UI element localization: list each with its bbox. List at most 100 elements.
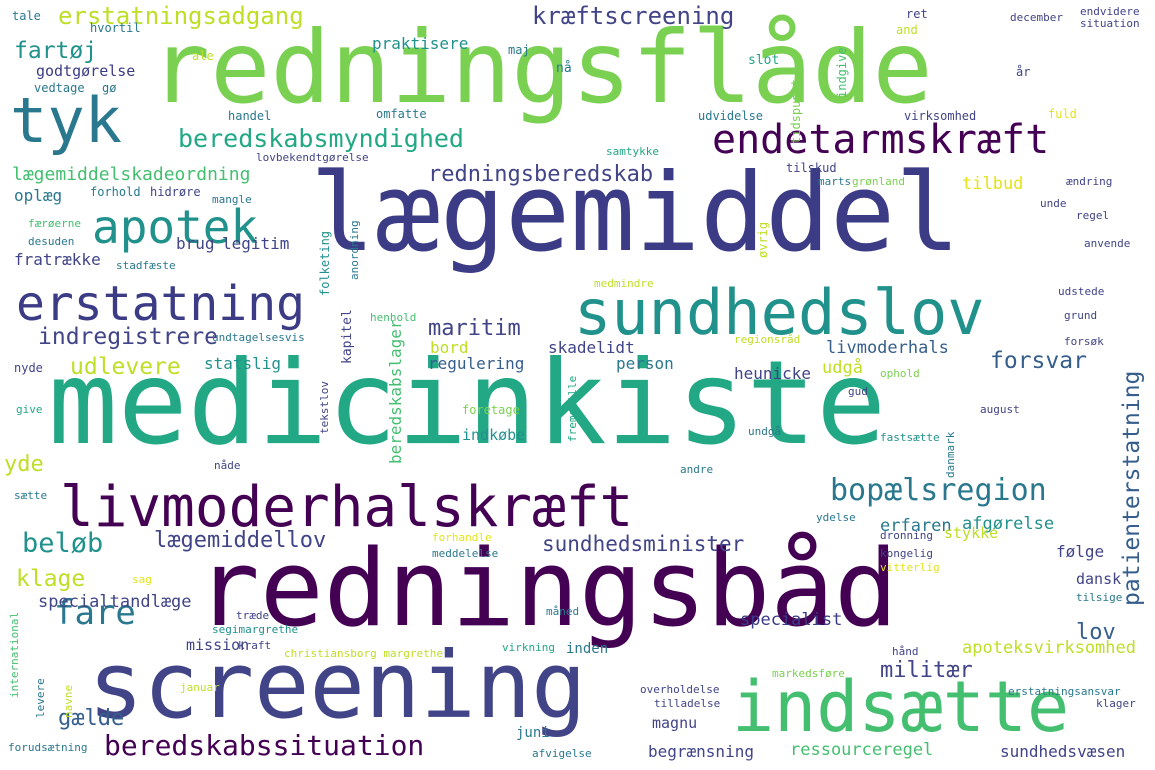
word: erfaren [880,516,952,536]
word: udgå [822,358,863,378]
word: begrænsning [648,742,754,761]
word: regulering [428,354,525,373]
word: markedsføre [772,667,845,680]
word: erstatningsansvar [1008,685,1121,698]
word: indsætte [732,666,1070,748]
word: stykke [944,524,999,542]
word: endetarmskræft [712,117,1050,163]
word: livmoderhalskræft [60,475,634,540]
word: mangle [212,193,252,206]
word: brug [176,234,215,253]
word: august [980,403,1020,416]
word: meddelelse [432,547,499,560]
word: specialist [740,610,843,630]
word: medmindre [594,277,654,290]
word: samtykke [606,145,659,158]
word: afgørelse [962,514,1055,534]
word: christiansborg margrethe [284,647,443,660]
word: praktisere [372,34,469,53]
word: situation [1080,17,1140,30]
word: nå [556,61,572,76]
word: medicinkiste [48,336,887,471]
word: redningsbåd [196,527,898,650]
word: ophold [880,367,920,380]
word: anordning [348,220,361,280]
word: udstede [1058,285,1105,298]
word: tilbud [962,174,1024,194]
word: fremstille [566,375,579,442]
word: indgive [835,47,849,98]
word: kræftscreening [532,2,735,30]
word: sundhedsvæsen [1000,742,1126,761]
word: fuld [1048,107,1077,121]
word: dronning [880,529,933,542]
word: mission [186,636,250,654]
word: marts [818,175,852,188]
word: ret [906,7,928,21]
word: maritim [428,316,521,341]
word: danmark [944,431,957,478]
word: bord [430,338,469,357]
word: foretage [462,403,520,417]
word: endvidere [1080,5,1140,18]
word: ydelse [816,511,856,524]
word: gud [848,385,868,398]
word: beredskabssituation [104,729,425,762]
word: inden [566,641,609,657]
word: segimargrethe [212,623,299,636]
word: person [616,354,674,373]
word: bopælsregion [830,473,1047,508]
word: nyde [14,361,43,375]
word: afvigelse [532,747,592,760]
word: ressourceregel [790,740,934,760]
word: skadelidt [548,338,635,357]
word: desuden [28,235,75,248]
word: statslig [204,354,282,373]
word: handel [228,109,272,123]
word: nåde [214,459,241,472]
word: tilladelse [654,697,721,710]
word: undtagelsesvis [212,331,305,344]
word: tilskud [786,161,837,175]
word: forhold [90,185,141,199]
word: unde [1040,197,1067,210]
word: udlevere [70,354,181,380]
word: december [1010,11,1063,24]
word: omfatte [376,107,427,121]
word: regionsråd [734,333,801,346]
word: patienterstatning [1119,370,1145,606]
word: indkøbe [462,426,526,444]
word: hånd [892,645,919,658]
word: virksomhed [904,109,977,123]
word: stadfæste [116,259,176,272]
word: henhold [370,311,417,324]
word: januar [180,681,220,694]
word: and [896,23,918,37]
word: hidrøre [150,185,201,199]
word: udvidelse [698,109,764,123]
word: tekstlov [318,381,331,434]
word: ændring [1066,175,1113,188]
word: tilsige [1076,591,1123,604]
word: indregistrere [38,324,219,350]
word: lægemiddelskadeordning [12,164,251,185]
word: screening [88,632,587,739]
word: træde [236,609,270,622]
word: folketing [318,230,332,296]
word: sag [132,573,152,586]
word: forsøk [1064,335,1104,348]
word: erstatningsadgang [58,2,304,30]
word: specialtandlæge [38,592,192,612]
word: andre [680,463,714,476]
word: redningsflåde [150,9,933,126]
word: beredskabslager [386,319,405,465]
word: klage [16,566,86,592]
word: vitterlig [880,561,940,574]
word: år [1016,65,1031,79]
word: livmoderhals [826,338,949,358]
word: anvende [1084,237,1131,250]
word: heunicke [734,364,812,383]
word: apoteksvirksomhed [962,638,1136,658]
word: forudsætning [8,741,88,754]
word: fare [54,593,136,633]
